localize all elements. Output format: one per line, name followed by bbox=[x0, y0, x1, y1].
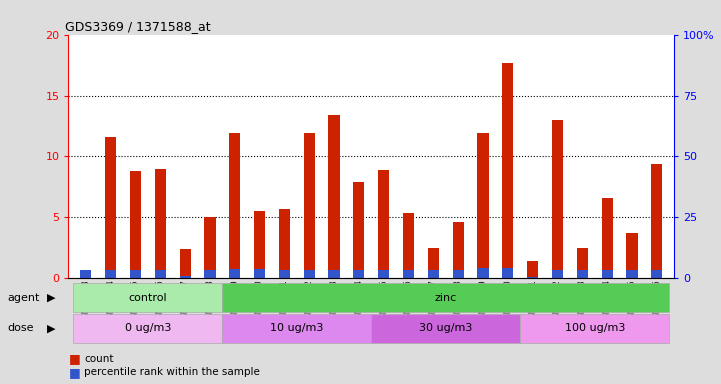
Bar bbox=[403, 213, 414, 278]
Text: ▶: ▶ bbox=[47, 323, 56, 333]
Bar bbox=[279, 270, 290, 278]
Bar bbox=[279, 209, 290, 278]
Bar bbox=[155, 270, 166, 278]
Bar bbox=[80, 270, 92, 278]
Text: 30 ug/m3: 30 ug/m3 bbox=[419, 323, 472, 333]
Text: ■: ■ bbox=[68, 366, 80, 379]
Bar bbox=[105, 137, 116, 278]
Bar bbox=[329, 270, 340, 278]
Text: agent: agent bbox=[7, 293, 40, 303]
Bar bbox=[627, 233, 637, 278]
Bar bbox=[403, 270, 414, 278]
FancyBboxPatch shape bbox=[74, 314, 222, 343]
Text: control: control bbox=[128, 293, 167, 303]
Bar bbox=[477, 268, 489, 278]
Bar bbox=[353, 270, 365, 278]
FancyBboxPatch shape bbox=[222, 314, 371, 343]
Text: 100 ug/m3: 100 ug/m3 bbox=[565, 323, 625, 333]
Bar bbox=[503, 268, 513, 278]
Bar bbox=[552, 120, 563, 278]
Text: 0 ug/m3: 0 ug/m3 bbox=[125, 323, 171, 333]
Bar bbox=[329, 115, 340, 278]
Bar bbox=[229, 269, 240, 278]
Bar bbox=[503, 63, 513, 278]
Bar bbox=[428, 248, 439, 278]
Bar bbox=[80, 275, 92, 278]
FancyBboxPatch shape bbox=[74, 283, 222, 312]
Bar bbox=[130, 270, 141, 278]
Bar bbox=[601, 270, 613, 278]
Bar bbox=[204, 270, 216, 278]
FancyBboxPatch shape bbox=[222, 283, 669, 312]
Bar bbox=[155, 169, 166, 278]
Bar bbox=[254, 211, 265, 278]
Bar bbox=[477, 133, 489, 278]
Text: ▶: ▶ bbox=[47, 293, 56, 303]
Bar bbox=[353, 182, 365, 278]
Text: GDS3369 / 1371588_at: GDS3369 / 1371588_at bbox=[66, 20, 211, 33]
Bar bbox=[577, 248, 588, 278]
Bar bbox=[453, 222, 464, 278]
Bar bbox=[180, 276, 191, 278]
Bar bbox=[180, 249, 191, 278]
Text: ■: ■ bbox=[68, 353, 80, 366]
Bar bbox=[304, 270, 315, 278]
Bar bbox=[601, 198, 613, 278]
Bar bbox=[204, 217, 216, 278]
Bar bbox=[130, 171, 141, 278]
Bar bbox=[527, 262, 539, 278]
Bar bbox=[577, 270, 588, 278]
Text: zinc: zinc bbox=[435, 293, 457, 303]
Bar bbox=[378, 170, 389, 278]
Text: percentile rank within the sample: percentile rank within the sample bbox=[84, 367, 260, 377]
Bar bbox=[627, 270, 637, 278]
Bar bbox=[105, 270, 116, 278]
Bar bbox=[304, 133, 315, 278]
Text: dose: dose bbox=[7, 323, 34, 333]
Bar bbox=[428, 270, 439, 278]
FancyBboxPatch shape bbox=[521, 314, 669, 343]
Bar bbox=[254, 269, 265, 278]
Bar bbox=[378, 270, 389, 278]
Bar bbox=[651, 270, 663, 278]
Bar bbox=[651, 164, 663, 278]
Bar bbox=[527, 277, 539, 278]
Text: 10 ug/m3: 10 ug/m3 bbox=[270, 323, 324, 333]
Bar bbox=[229, 133, 240, 278]
Text: count: count bbox=[84, 354, 114, 364]
Bar bbox=[453, 270, 464, 278]
Bar bbox=[552, 270, 563, 278]
FancyBboxPatch shape bbox=[371, 314, 521, 343]
